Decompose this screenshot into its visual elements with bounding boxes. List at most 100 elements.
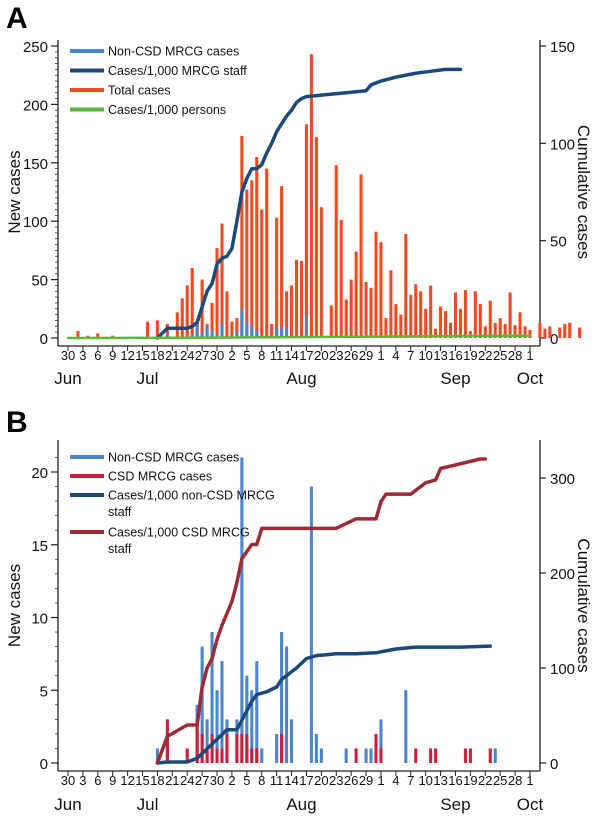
bar (434, 748, 438, 763)
bar (280, 632, 284, 763)
panel-letter: A (6, 2, 28, 35)
bar (379, 748, 383, 763)
bar (175, 312, 179, 338)
bar (488, 300, 492, 338)
bar (240, 733, 244, 763)
bar (195, 719, 199, 763)
x-tick-label: 7 (407, 348, 414, 363)
y2-tick-label: 200 (550, 566, 575, 583)
bar (180, 298, 184, 338)
bar (458, 336, 462, 338)
bar (210, 330, 214, 338)
bar (235, 332, 239, 338)
bar (235, 318, 239, 338)
x-tick-label: 2 (228, 348, 235, 363)
x-tick-label: 25 (493, 348, 507, 363)
bar-series-total-cases (76, 54, 582, 339)
y-tick-label: 15 (31, 538, 48, 555)
bar (414, 748, 418, 763)
bar (299, 260, 304, 338)
bar (280, 733, 284, 763)
bar (255, 748, 259, 763)
month-label: Aug (286, 795, 316, 814)
bar (265, 168, 269, 338)
x-tick-label: 29 (359, 348, 373, 363)
month-label: Oct (517, 369, 544, 388)
bar (414, 284, 418, 338)
bar (205, 719, 209, 763)
bar (463, 748, 467, 763)
x-tick-label: 16 (448, 348, 462, 363)
bar (319, 748, 323, 763)
bar (508, 292, 512, 338)
x-tick-label: 8 (258, 773, 265, 788)
panel-letter: B (6, 406, 28, 439)
bar (245, 321, 249, 338)
y2-tick-label: 50 (550, 234, 567, 251)
bar (314, 733, 318, 763)
bar (205, 748, 209, 763)
x-tick-label: 12 (120, 773, 134, 788)
x-tick-label: 18 (150, 773, 164, 788)
bar (250, 180, 254, 338)
bar (568, 322, 572, 338)
x-tick-label: 14 (284, 773, 298, 788)
bar (463, 290, 467, 338)
y-tick-label: 100 (23, 214, 48, 231)
bar (225, 733, 229, 763)
bar (329, 305, 333, 338)
bar (528, 329, 532, 338)
x-tick-label: 1 (377, 348, 384, 363)
x-tick-label: 20 (314, 348, 328, 363)
bar (309, 486, 313, 763)
y2-tick-label: 0 (550, 331, 558, 348)
y2-axis-title: Cumulative cases (574, 125, 593, 259)
line-series-cases-1-000-csd-mrcg-staff (155, 457, 488, 765)
bar (349, 279, 353, 338)
bar (255, 661, 259, 763)
bar (493, 322, 497, 338)
month-label: Jul (137, 369, 159, 388)
legend-label: Non-CSD MRCG cases (108, 451, 239, 465)
x-tick-label: 7 (407, 773, 414, 788)
x-tick-label: 6 (94, 773, 101, 788)
bar (379, 242, 383, 338)
bar (240, 135, 244, 338)
bar (195, 321, 199, 338)
y-tick-label: 10 (31, 611, 48, 628)
bar (344, 748, 348, 763)
x-tick-label: 19 (463, 348, 477, 363)
bar (210, 632, 214, 763)
bar (225, 291, 229, 338)
bar (275, 217, 279, 338)
x-tick-label: 21 (165, 773, 179, 788)
bar (384, 318, 388, 338)
month-label: Oct (517, 795, 544, 814)
y-tick-label: 200 (23, 97, 48, 114)
x-tick-label: 16 (448, 773, 462, 788)
y-tick-label: 250 (23, 39, 48, 56)
bar (280, 186, 284, 338)
bar (215, 334, 219, 338)
bar (220, 223, 224, 338)
bar (314, 137, 318, 338)
x-tick-label: 11 (270, 348, 284, 363)
bar (468, 748, 472, 763)
x-tick-label: 3 (79, 773, 86, 788)
bar (389, 270, 393, 338)
bar (260, 209, 264, 338)
bar (275, 328, 279, 338)
x-tick-label: 10 (418, 348, 432, 363)
x-tick-label: 30 (210, 773, 224, 788)
bar (404, 234, 408, 338)
bar (285, 328, 289, 338)
bar (439, 306, 443, 338)
legend-label: Cases/1,000 MRCG staff (108, 64, 247, 78)
bar (155, 748, 159, 763)
x-tick-label: 24 (180, 348, 194, 363)
bar (503, 323, 507, 338)
x-tick-label: 18 (150, 348, 164, 363)
month-label: Sep (440, 795, 470, 814)
